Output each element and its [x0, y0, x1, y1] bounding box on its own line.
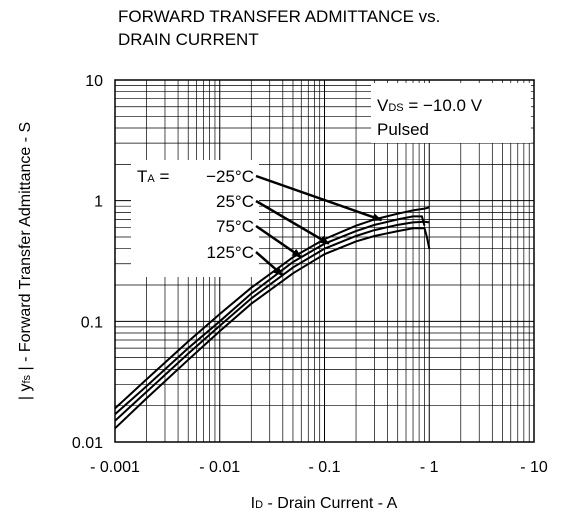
x-tick-label: - 0.001 [90, 459, 140, 476]
series-line-2 [114, 220, 430, 422]
x-tick-labels: - 0.001 - 0.01 - 0.1 - 1 - 10 [90, 459, 548, 476]
label-arrow-3 [255, 251, 284, 277]
legend-ta-prefix: TA = [137, 167, 169, 186]
series-label-minus25: −25°C [206, 167, 254, 186]
conditions-box [371, 83, 531, 143]
x-axis-label: ID - Drain Current - A [251, 495, 398, 512]
chart-title-line-1: FORWARD TRANSFER ADMITTANCE vs. [118, 7, 440, 26]
y-tick-label: 0.01 [72, 435, 103, 452]
series-line-3 [114, 227, 431, 430]
chart-title-line-2: DRAIN CURRENT [118, 30, 259, 49]
plot-frame [114, 79, 535, 443]
label-arrow-2 [255, 224, 303, 259]
label-arrow-1 [255, 199, 330, 245]
x-tick-label: - 1 [420, 459, 439, 476]
series-label-125: 125°C [207, 243, 254, 262]
vds-condition: VDS = −10.0 V [377, 96, 483, 115]
temperature-legend-box [131, 160, 259, 277]
label-arrow-0 [255, 174, 383, 222]
y-tick-label: 10 [85, 73, 103, 90]
x-tick-label: - 10 [520, 459, 548, 476]
x-tick-label: - 0.1 [308, 459, 340, 476]
x-tick-label: - 0.01 [199, 459, 240, 476]
y-axis-label: | yfs | - Forward Transfer Admittance - … [17, 122, 34, 400]
y-tick-labels: 0.01 0.1 1 10 [72, 73, 103, 452]
pulsed-condition: Pulsed [377, 120, 429, 139]
y-tick-label: 1 [94, 194, 103, 211]
y-tick-label: 0.1 [81, 314, 103, 331]
series-label-arrows [255, 174, 383, 277]
series-label-25: 25°C [216, 192, 254, 211]
series-label-75: 75°C [216, 217, 254, 236]
